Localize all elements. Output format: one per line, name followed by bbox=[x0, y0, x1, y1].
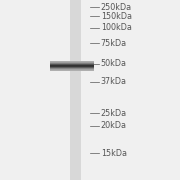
Bar bbox=[50, 61, 94, 62]
Bar bbox=[50, 69, 94, 70]
Text: 20kDa: 20kDa bbox=[101, 122, 127, 130]
Text: 250kDa: 250kDa bbox=[101, 3, 132, 12]
Bar bbox=[50, 64, 94, 65]
Text: 75kDa: 75kDa bbox=[101, 39, 127, 48]
Bar bbox=[50, 70, 94, 71]
Bar bbox=[50, 68, 94, 69]
Bar bbox=[50, 63, 94, 64]
Bar bbox=[50, 66, 94, 67]
Text: 150kDa: 150kDa bbox=[101, 12, 132, 21]
Text: 100kDa: 100kDa bbox=[101, 23, 132, 32]
Bar bbox=[70, 0, 81, 180]
Text: 15kDa: 15kDa bbox=[101, 148, 127, 158]
Text: 25kDa: 25kDa bbox=[101, 109, 127, 118]
Text: 50kDa: 50kDa bbox=[101, 59, 127, 68]
Bar bbox=[50, 65, 94, 66]
Bar bbox=[50, 67, 94, 68]
Text: 37kDa: 37kDa bbox=[101, 77, 127, 86]
Bar bbox=[50, 62, 94, 63]
